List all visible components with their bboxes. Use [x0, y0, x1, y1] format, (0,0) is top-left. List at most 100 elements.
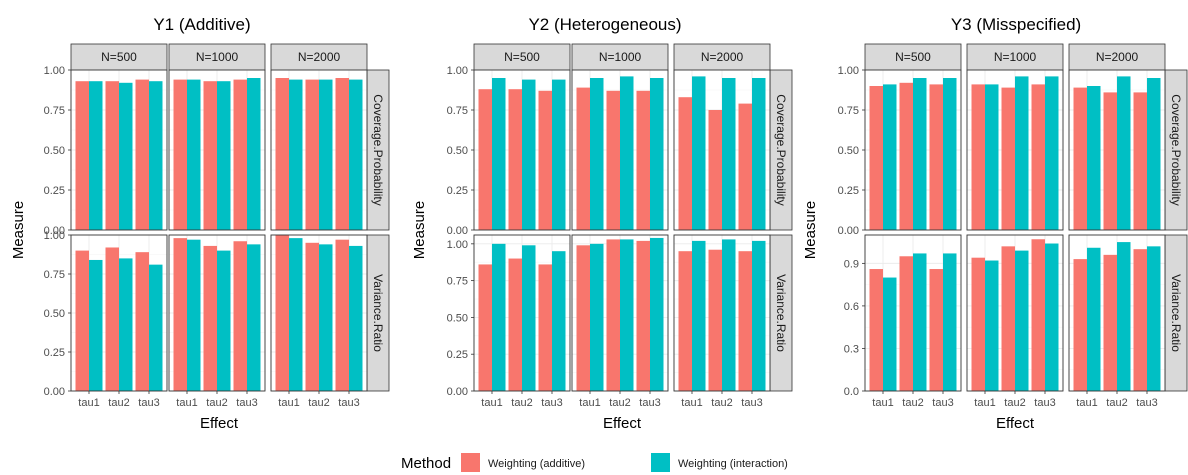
- x-tick-label: tau3: [741, 397, 762, 409]
- y-tick-label: 0.50: [44, 308, 65, 320]
- bar: [1031, 239, 1045, 391]
- x-tick-label: tau3: [1034, 397, 1055, 409]
- bar: [508, 89, 522, 230]
- bar: [233, 79, 247, 230]
- bar: [522, 245, 536, 391]
- bar: [1103, 92, 1117, 231]
- panel-border: [168, 69, 266, 231]
- legend-item-label: Weighting (interaction): [678, 458, 788, 470]
- bar: [319, 79, 333, 230]
- x-tick-label: tau2: [108, 397, 129, 409]
- bar: [552, 79, 566, 230]
- bar: [738, 103, 752, 230]
- y-tick-label: 0.50: [447, 312, 468, 324]
- facet-strip-col: [168, 43, 266, 71]
- bar: [722, 239, 736, 391]
- panel-border: [70, 69, 168, 231]
- bar: [173, 238, 187, 391]
- bar: [478, 89, 492, 230]
- x-axis-title: Effect: [200, 415, 239, 432]
- bar: [275, 78, 289, 230]
- chart-title: Y2 (Heterogeneous): [528, 15, 681, 34]
- chart-group-2: Y2 (Heterogeneous) Measure Effect N=500 N=10…: [411, 15, 793, 432]
- panel: tau1 tau2 tau3: [270, 234, 368, 409]
- bar: [590, 78, 604, 230]
- bar: [678, 251, 692, 391]
- x-tick-label: tau2: [711, 397, 732, 409]
- bar: [971, 84, 985, 231]
- panel: [70, 69, 168, 231]
- y-tick-label: 0.00: [447, 225, 468, 237]
- bar: [335, 239, 349, 391]
- bar: [1001, 246, 1015, 391]
- facet-strip-col-label: N=1000: [196, 50, 239, 64]
- panel: tau1 tau2 tau3: [571, 234, 669, 409]
- bar: [538, 90, 552, 230]
- facet-strip-col: [966, 43, 1064, 71]
- bar: [943, 253, 957, 391]
- y-tick-label: 0.50: [44, 145, 65, 157]
- bar: [606, 90, 620, 230]
- panel: [270, 69, 368, 231]
- bar: [1147, 246, 1161, 391]
- bar: [738, 251, 752, 391]
- y-tick-label: 0.25: [838, 185, 859, 197]
- bar: [1031, 84, 1045, 231]
- bar: [319, 244, 333, 391]
- facet-strip-col-label: N=2000: [1096, 50, 1139, 64]
- panel: [168, 69, 266, 231]
- panel-border: [864, 69, 962, 231]
- facet-strip-row-label: Coverage.Probability: [371, 94, 385, 205]
- bar: [349, 245, 363, 391]
- facet-strip-col-label: N=500: [895, 50, 931, 64]
- bar: [203, 245, 217, 391]
- panel: tau1 tau2 tau3: [966, 234, 1064, 409]
- legend: Method Weighting (additive) Weighting (int…: [401, 453, 788, 472]
- bar: [478, 264, 492, 391]
- legend-title: Method: [401, 455, 451, 472]
- y-tick-label: 0.9: [844, 258, 859, 270]
- bar: [869, 269, 883, 391]
- bar: [187, 239, 201, 391]
- x-tick-label: tau2: [609, 397, 630, 409]
- bar: [75, 81, 89, 230]
- bar: [899, 256, 913, 391]
- y-tick-label: 0.3: [844, 343, 859, 355]
- panel: [864, 69, 962, 231]
- y-tick-label: 1.00: [447, 239, 468, 251]
- panel: [673, 69, 771, 231]
- x-tick-label: tau2: [1004, 397, 1025, 409]
- x-tick-label: tau2: [206, 397, 227, 409]
- bar: [899, 82, 913, 230]
- x-tick-label: tau3: [541, 397, 562, 409]
- bar: [508, 258, 522, 391]
- bar: [971, 257, 985, 391]
- bar: [75, 250, 89, 391]
- x-tick-label: tau1: [681, 397, 702, 409]
- bar: [1001, 87, 1015, 230]
- x-tick-label: tau2: [902, 397, 923, 409]
- bar: [1045, 243, 1059, 391]
- bar: [173, 79, 187, 230]
- x-tick-label: tau2: [308, 397, 329, 409]
- bar: [522, 79, 536, 230]
- panel: [966, 69, 1064, 231]
- bar: [119, 82, 133, 230]
- bar: [576, 245, 590, 391]
- panel: tau1 tau2 tau3: [1068, 234, 1166, 409]
- bar: [89, 259, 103, 391]
- panel: [1068, 69, 1166, 231]
- panel: tau1 tau2 tau3: [70, 234, 168, 409]
- bar: [883, 277, 897, 391]
- facet-strip-col-label: N=500: [504, 50, 540, 64]
- bar: [620, 76, 634, 231]
- y-axis-title: Measure: [10, 201, 27, 259]
- bar: [492, 243, 506, 391]
- bar: [590, 243, 604, 391]
- x-tick-label: tau1: [579, 397, 600, 409]
- bar: [1133, 92, 1147, 231]
- y-tick-label: 0.75: [44, 105, 65, 117]
- x-tick-label: tau1: [974, 397, 995, 409]
- legend-swatch: [651, 453, 670, 472]
- bar: [636, 240, 650, 391]
